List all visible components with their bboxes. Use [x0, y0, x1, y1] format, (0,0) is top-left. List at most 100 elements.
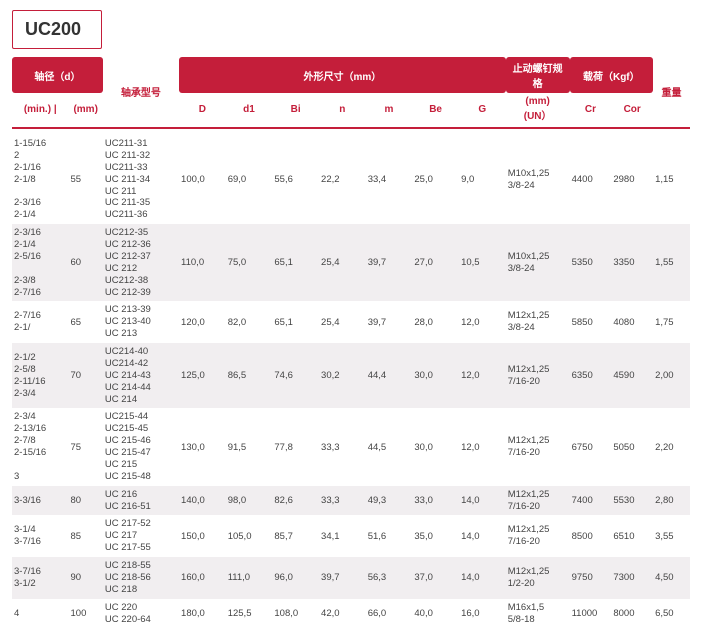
cell-wt: 4,50 [653, 557, 690, 599]
cell-model: UC212-35UC 212-36UC 212-37UC 212UC212-38… [103, 224, 179, 301]
cell-wt: 3,55 [653, 515, 690, 557]
cell-Cr: 6350 [570, 343, 612, 408]
cell-m: 39,7 [366, 301, 413, 343]
cell-Cor: 5530 [611, 486, 653, 516]
page-title: UC200 [12, 10, 102, 49]
cell-D: 130,0 [179, 408, 226, 485]
cell-Cr: 4400 [570, 135, 612, 224]
cell-d1: 91,5 [226, 408, 273, 485]
cell-m: 49,3 [366, 486, 413, 516]
cell-Cr: 7400 [570, 486, 612, 516]
cell-n: 42,0 [319, 599, 366, 629]
cell-wt: 2,00 [653, 343, 690, 408]
hdr-mm: (mm) [68, 93, 102, 125]
table-row: 3-3/1680UC 216UC 216-51140,098,082,633,3… [12, 486, 690, 516]
cell-G: 10,5 [459, 224, 506, 301]
cell-m: 56,3 [366, 557, 413, 599]
hdr-Cr: Cr [570, 93, 612, 125]
hdr-m: m [366, 93, 413, 125]
cell-Bi: 108,0 [272, 599, 319, 629]
cell-mm: 55 [69, 135, 103, 224]
table-row: 1-15/1622-1/162-1/8 2-3/162-1/455UC211-3… [12, 135, 690, 224]
cell-G: 16,0 [459, 599, 506, 629]
table-header: 轴径（d） 轴承型号 外形尺寸（mm） 止动螺钉规格 载荷（Kgf） 重量 (m… [12, 57, 690, 129]
cell-Be: 30,0 [412, 408, 459, 485]
cell-min: 1-15/1622-1/162-1/8 2-3/162-1/4 [12, 135, 69, 224]
cell-d1: 105,0 [226, 515, 273, 557]
cell-m: 51,6 [366, 515, 413, 557]
cell-Be: 35,0 [412, 515, 459, 557]
cell-wt: 2,80 [653, 486, 690, 516]
cell-m: 44,4 [366, 343, 413, 408]
data-table: 1-15/1622-1/162-1/8 2-3/162-1/455UC211-3… [12, 135, 690, 628]
cell-n: 30,2 [319, 343, 366, 408]
cell-Bi: 65,1 [272, 224, 319, 301]
hdr-min: (min.) | [12, 93, 68, 125]
cell-Cr: 5350 [570, 224, 612, 301]
cell-m: 33,4 [366, 135, 413, 224]
cell-Cr: 8500 [570, 515, 612, 557]
hdr-load-group: 载荷（Kgf） [570, 57, 654, 93]
cell-mm: 85 [69, 515, 103, 557]
hdr-weight: 重量 [653, 57, 690, 125]
cell-d1: 125,5 [226, 599, 273, 629]
cell-D: 110,0 [179, 224, 226, 301]
cell-Cor: 4080 [611, 301, 653, 343]
cell-model: UC 216UC 216-51 [103, 486, 179, 516]
cell-Cr: 9750 [570, 557, 612, 599]
cell-mm: 65 [69, 301, 103, 343]
cell-n: 39,7 [319, 557, 366, 599]
cell-d1: 86,5 [226, 343, 273, 408]
cell-bolt: M10x1,253/8-24 [506, 224, 570, 301]
cell-Cor: 7300 [611, 557, 653, 599]
cell-model: UC 220UC 220-64 [103, 599, 179, 629]
cell-Cor: 3350 [611, 224, 653, 301]
cell-mm: 100 [69, 599, 103, 629]
cell-mm: 75 [69, 408, 103, 485]
cell-n: 34,1 [319, 515, 366, 557]
cell-wt: 1,55 [653, 224, 690, 301]
cell-Be: 37,0 [412, 557, 459, 599]
cell-d1: 98,0 [226, 486, 273, 516]
cell-min: 2-3/42-13/162-7/82-15/16 3 [12, 408, 69, 485]
cell-m: 66,0 [366, 599, 413, 629]
cell-G: 14,0 [459, 486, 506, 516]
cell-Bi: 82,6 [272, 486, 319, 516]
cell-model: UC211-31UC 211-32UC211-33UC 211-34UC 211… [103, 135, 179, 224]
cell-wt: 1,75 [653, 301, 690, 343]
cell-Be: 40,0 [412, 599, 459, 629]
table-row: 2-3/42-13/162-7/82-15/16 375UC215-44UC21… [12, 408, 690, 485]
cell-Be: 27,0 [412, 224, 459, 301]
hdr-shaft-group: 轴径（d） [12, 57, 103, 93]
cell-Cr: 6750 [570, 408, 612, 485]
table-row: 3-1/43-7/1685UC 217-52UC 217UC 217-55150… [12, 515, 690, 557]
cell-mm: 80 [69, 486, 103, 516]
cell-Bi: 55,6 [272, 135, 319, 224]
hdr-Bi: Bi [272, 93, 319, 125]
cell-D: 150,0 [179, 515, 226, 557]
cell-Be: 30,0 [412, 343, 459, 408]
cell-Cor: 8000 [611, 599, 653, 629]
cell-G: 12,0 [459, 301, 506, 343]
cell-D: 120,0 [179, 301, 226, 343]
cell-D: 100,0 [179, 135, 226, 224]
cell-n: 33,3 [319, 408, 366, 485]
cell-Be: 28,0 [412, 301, 459, 343]
cell-m: 39,7 [366, 224, 413, 301]
table-row: 2-7/162-1/65UC 213-39UC 213-40UC 213120,… [12, 301, 690, 343]
cell-Be: 33,0 [412, 486, 459, 516]
cell-Cor: 2980 [611, 135, 653, 224]
cell-n: 33,3 [319, 486, 366, 516]
cell-bolt: M12x1,251/2-20 [506, 557, 570, 599]
table-row: 4100UC 220UC 220-64180,0125,5108,042,066… [12, 599, 690, 629]
cell-mm: 90 [69, 557, 103, 599]
cell-model: UC 218-55UC 218-56UC 218 [103, 557, 179, 599]
cell-Cr: 11000 [570, 599, 612, 629]
cell-mm: 60 [69, 224, 103, 301]
cell-Cr: 5850 [570, 301, 612, 343]
cell-d1: 111,0 [226, 557, 273, 599]
cell-Cor: 6510 [611, 515, 653, 557]
cell-d1: 75,0 [226, 224, 273, 301]
cell-D: 140,0 [179, 486, 226, 516]
cell-wt: 6,50 [653, 599, 690, 629]
